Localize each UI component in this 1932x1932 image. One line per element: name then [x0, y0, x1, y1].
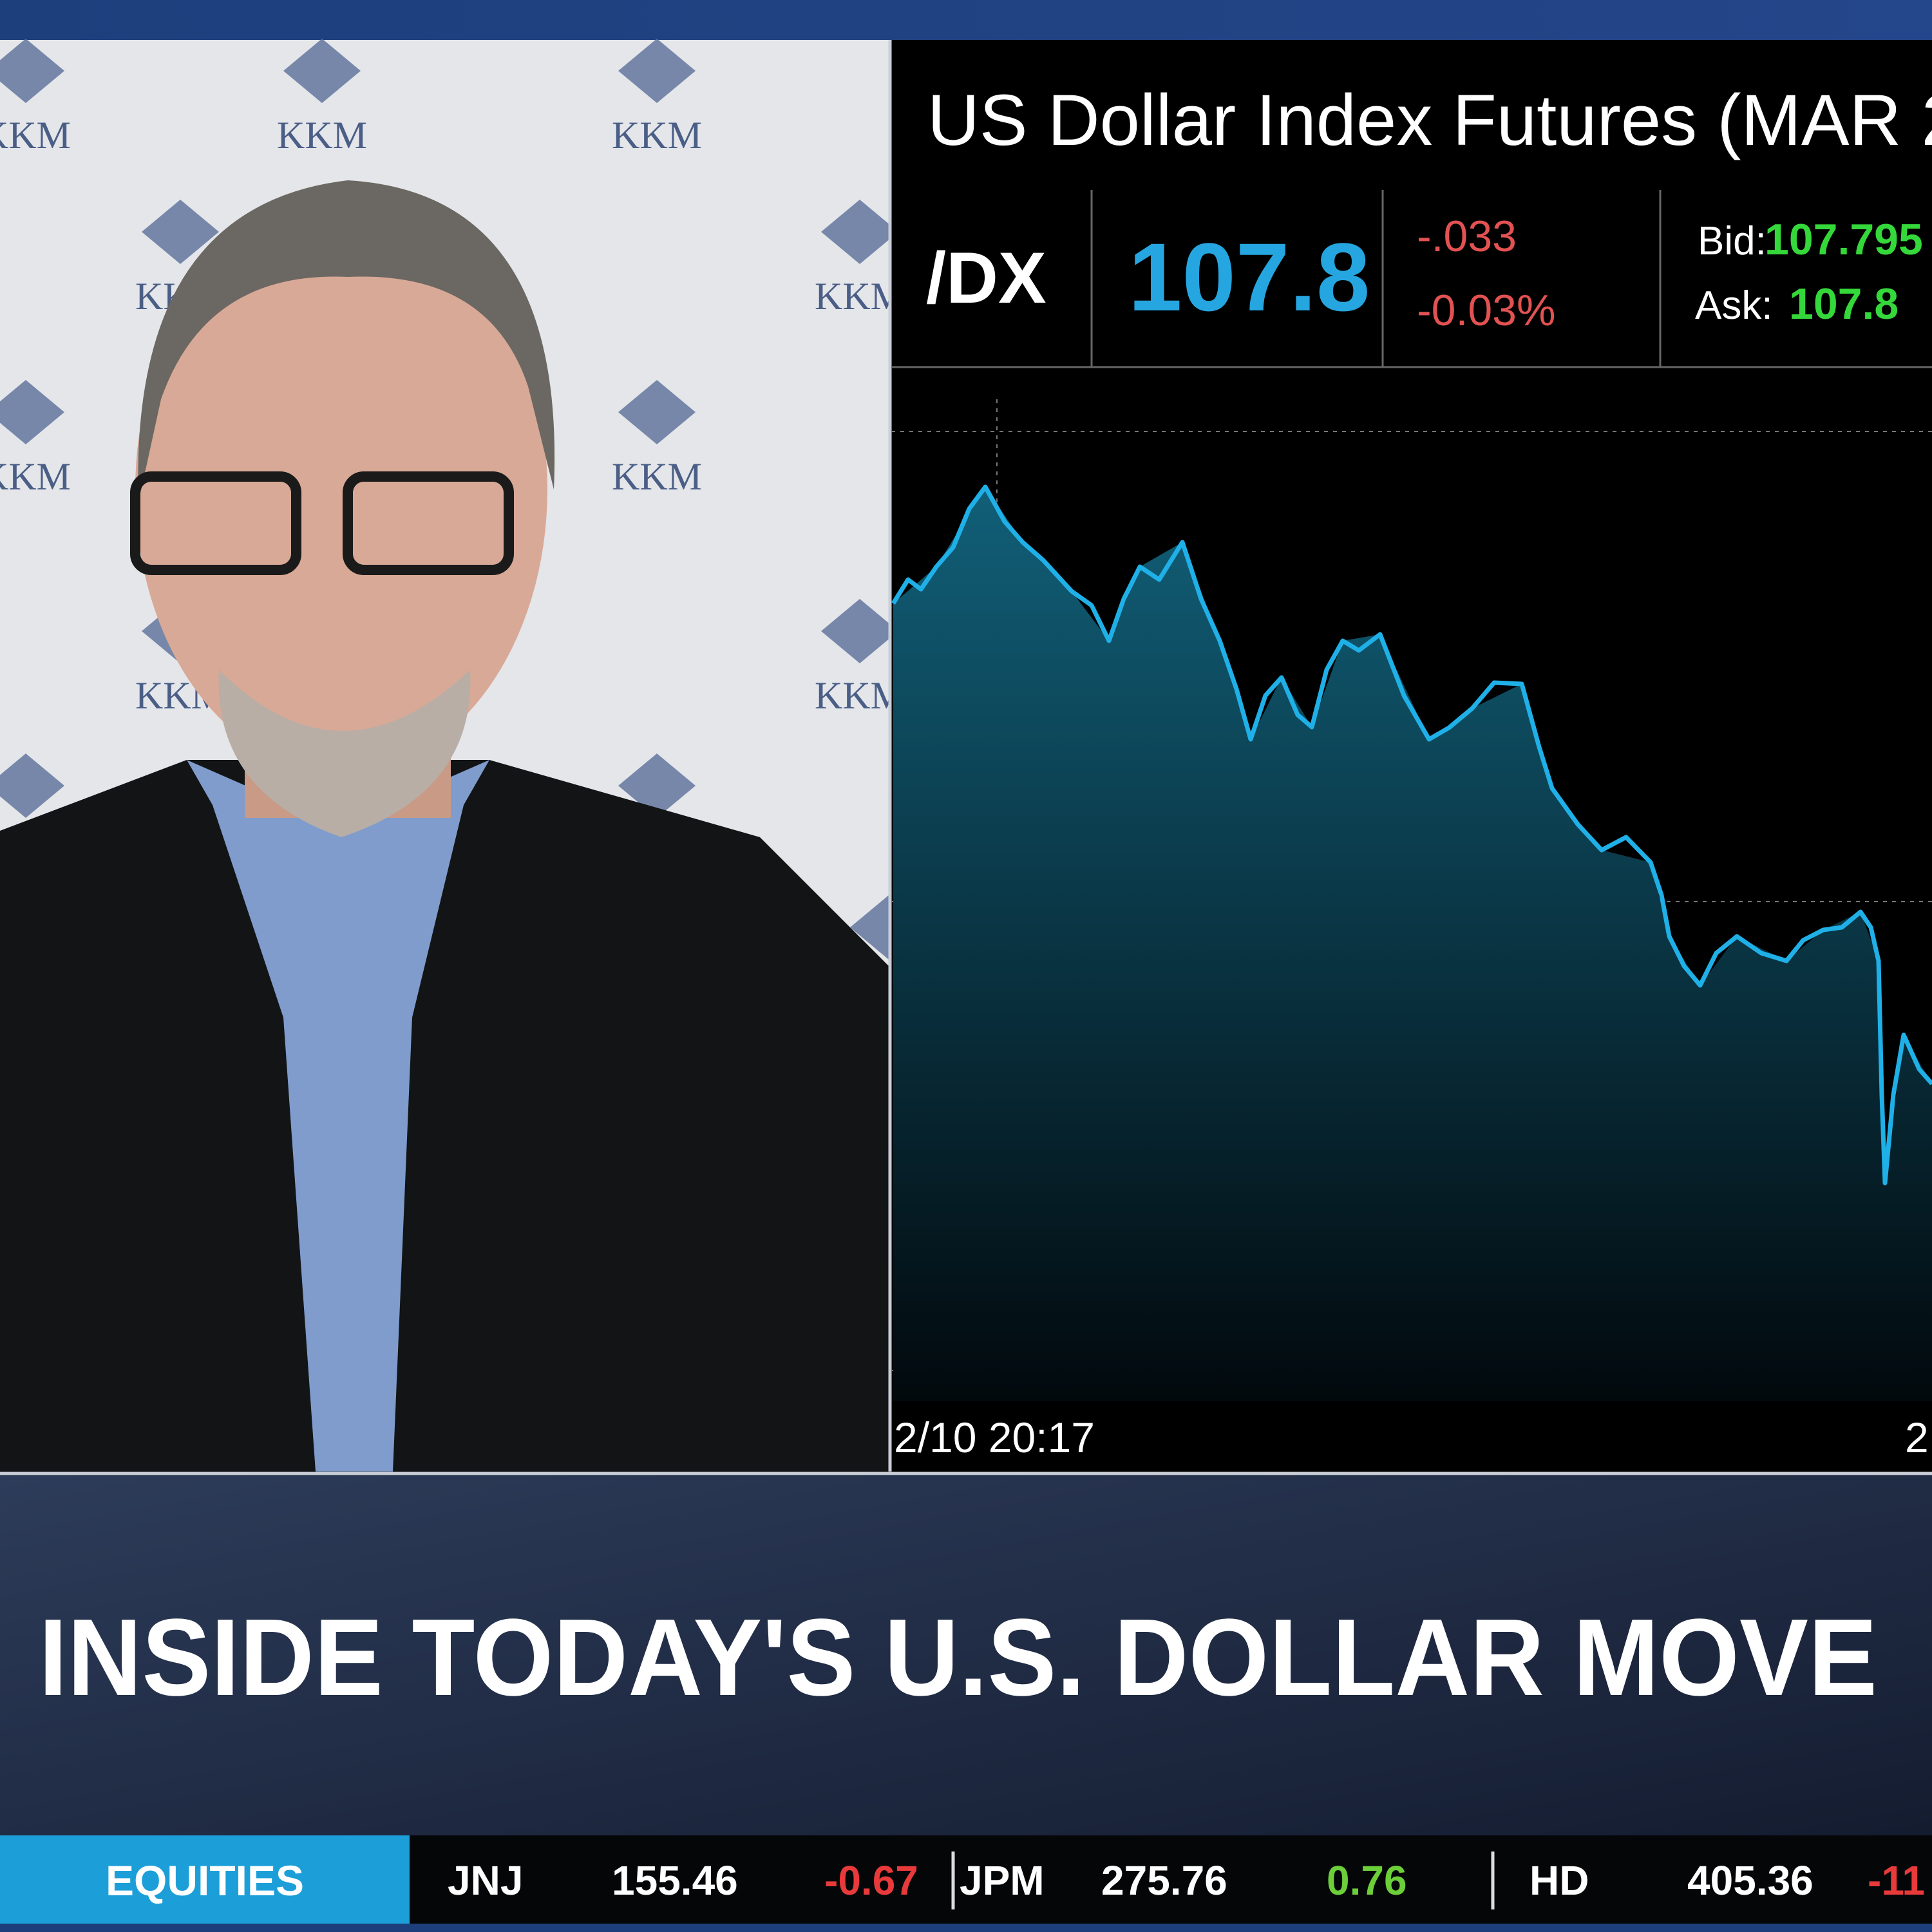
ticker-change: -11 [1868, 1857, 1925, 1904]
change-percent: -0.03% [1417, 286, 1555, 335]
ticker-change: 0.76 [1327, 1857, 1407, 1904]
logo-text: KKM [612, 114, 702, 156]
ask: 107.8 [1789, 279, 1899, 328]
logo-mark [283, 39, 361, 103]
headline-panel [0, 1475, 1932, 1835]
change: -.033 [1417, 212, 1517, 261]
hair [138, 180, 555, 502]
logo-mark [0, 380, 64, 444]
logo-mark [821, 599, 898, 663]
time-start: 2/10 20:17 [894, 1414, 1095, 1461]
backdrop-logos: KKMKKMKKMKKMKKMKKMKKMKKMKKMKKMKKMKKM [0, 39, 934, 1013]
ticker-items: JNJ 155.46 -0.67 JPM 275.76 0.76 HD 405.36 -11 [448, 1857, 1925, 1904]
logo-mark [0, 39, 64, 103]
suit [0, 760, 889, 1472]
ticker-symbol: JNJ [448, 1857, 523, 1904]
logo-mark [618, 753, 696, 818]
logo-mark [821, 200, 898, 264]
glasses-left [130, 471, 301, 575]
glasses-right [343, 471, 514, 575]
ticker-price: 155.46 [612, 1857, 738, 1904]
bid-label: Bid: [1698, 219, 1766, 263]
price-area [893, 487, 1932, 1401]
bid: 107.795 [1765, 215, 1923, 264]
beard [218, 670, 471, 837]
price-line [891, 484, 1932, 1186]
shirt [187, 760, 489, 1472]
section-box [0, 1835, 410, 1924]
ticker-price: 405.36 [1687, 1857, 1814, 1904]
ticker-symbol: JPM [960, 1857, 1045, 1904]
time-end: 2 [1905, 1414, 1929, 1461]
face [135, 206, 547, 773]
ticker-change: -0.67 [824, 1857, 918, 1904]
symbol: /DX [926, 238, 1046, 318]
bottom-bar [0, 1924, 1932, 1932]
quote-panel: US Dollar Index Futures (MAR 2 /DX 107.8… [888, 40, 1932, 1472]
logo-text: KKM [0, 455, 71, 498]
logo-text: KKM [0, 114, 71, 156]
headline: INSIDE TODAY'S U.S. DOLLAR MOVE [39, 1596, 1877, 1719]
ask-label: Ask: [1695, 283, 1773, 328]
quote-title: US Dollar Index Futures (MAR 2 [927, 80, 1932, 160]
video-panel: KKMKKMKKMKKMKKMKKMKKMKKMKKMKKMKKMKKM [0, 39, 934, 1472]
top-bar [0, 0, 1932, 40]
ticker-price: 275.76 [1101, 1857, 1227, 1904]
logo-text: KKM [612, 455, 702, 498]
ticker-symbol: HD [1530, 1857, 1589, 1904]
logo-mark [0, 753, 64, 818]
last-price: 107.8 [1128, 223, 1370, 331]
logo-mark [142, 200, 219, 264]
logo-text: KKM [277, 114, 367, 156]
section-label: EQUITIES [106, 1857, 304, 1904]
logo-mark [618, 380, 696, 444]
logo-mark [618, 39, 696, 103]
